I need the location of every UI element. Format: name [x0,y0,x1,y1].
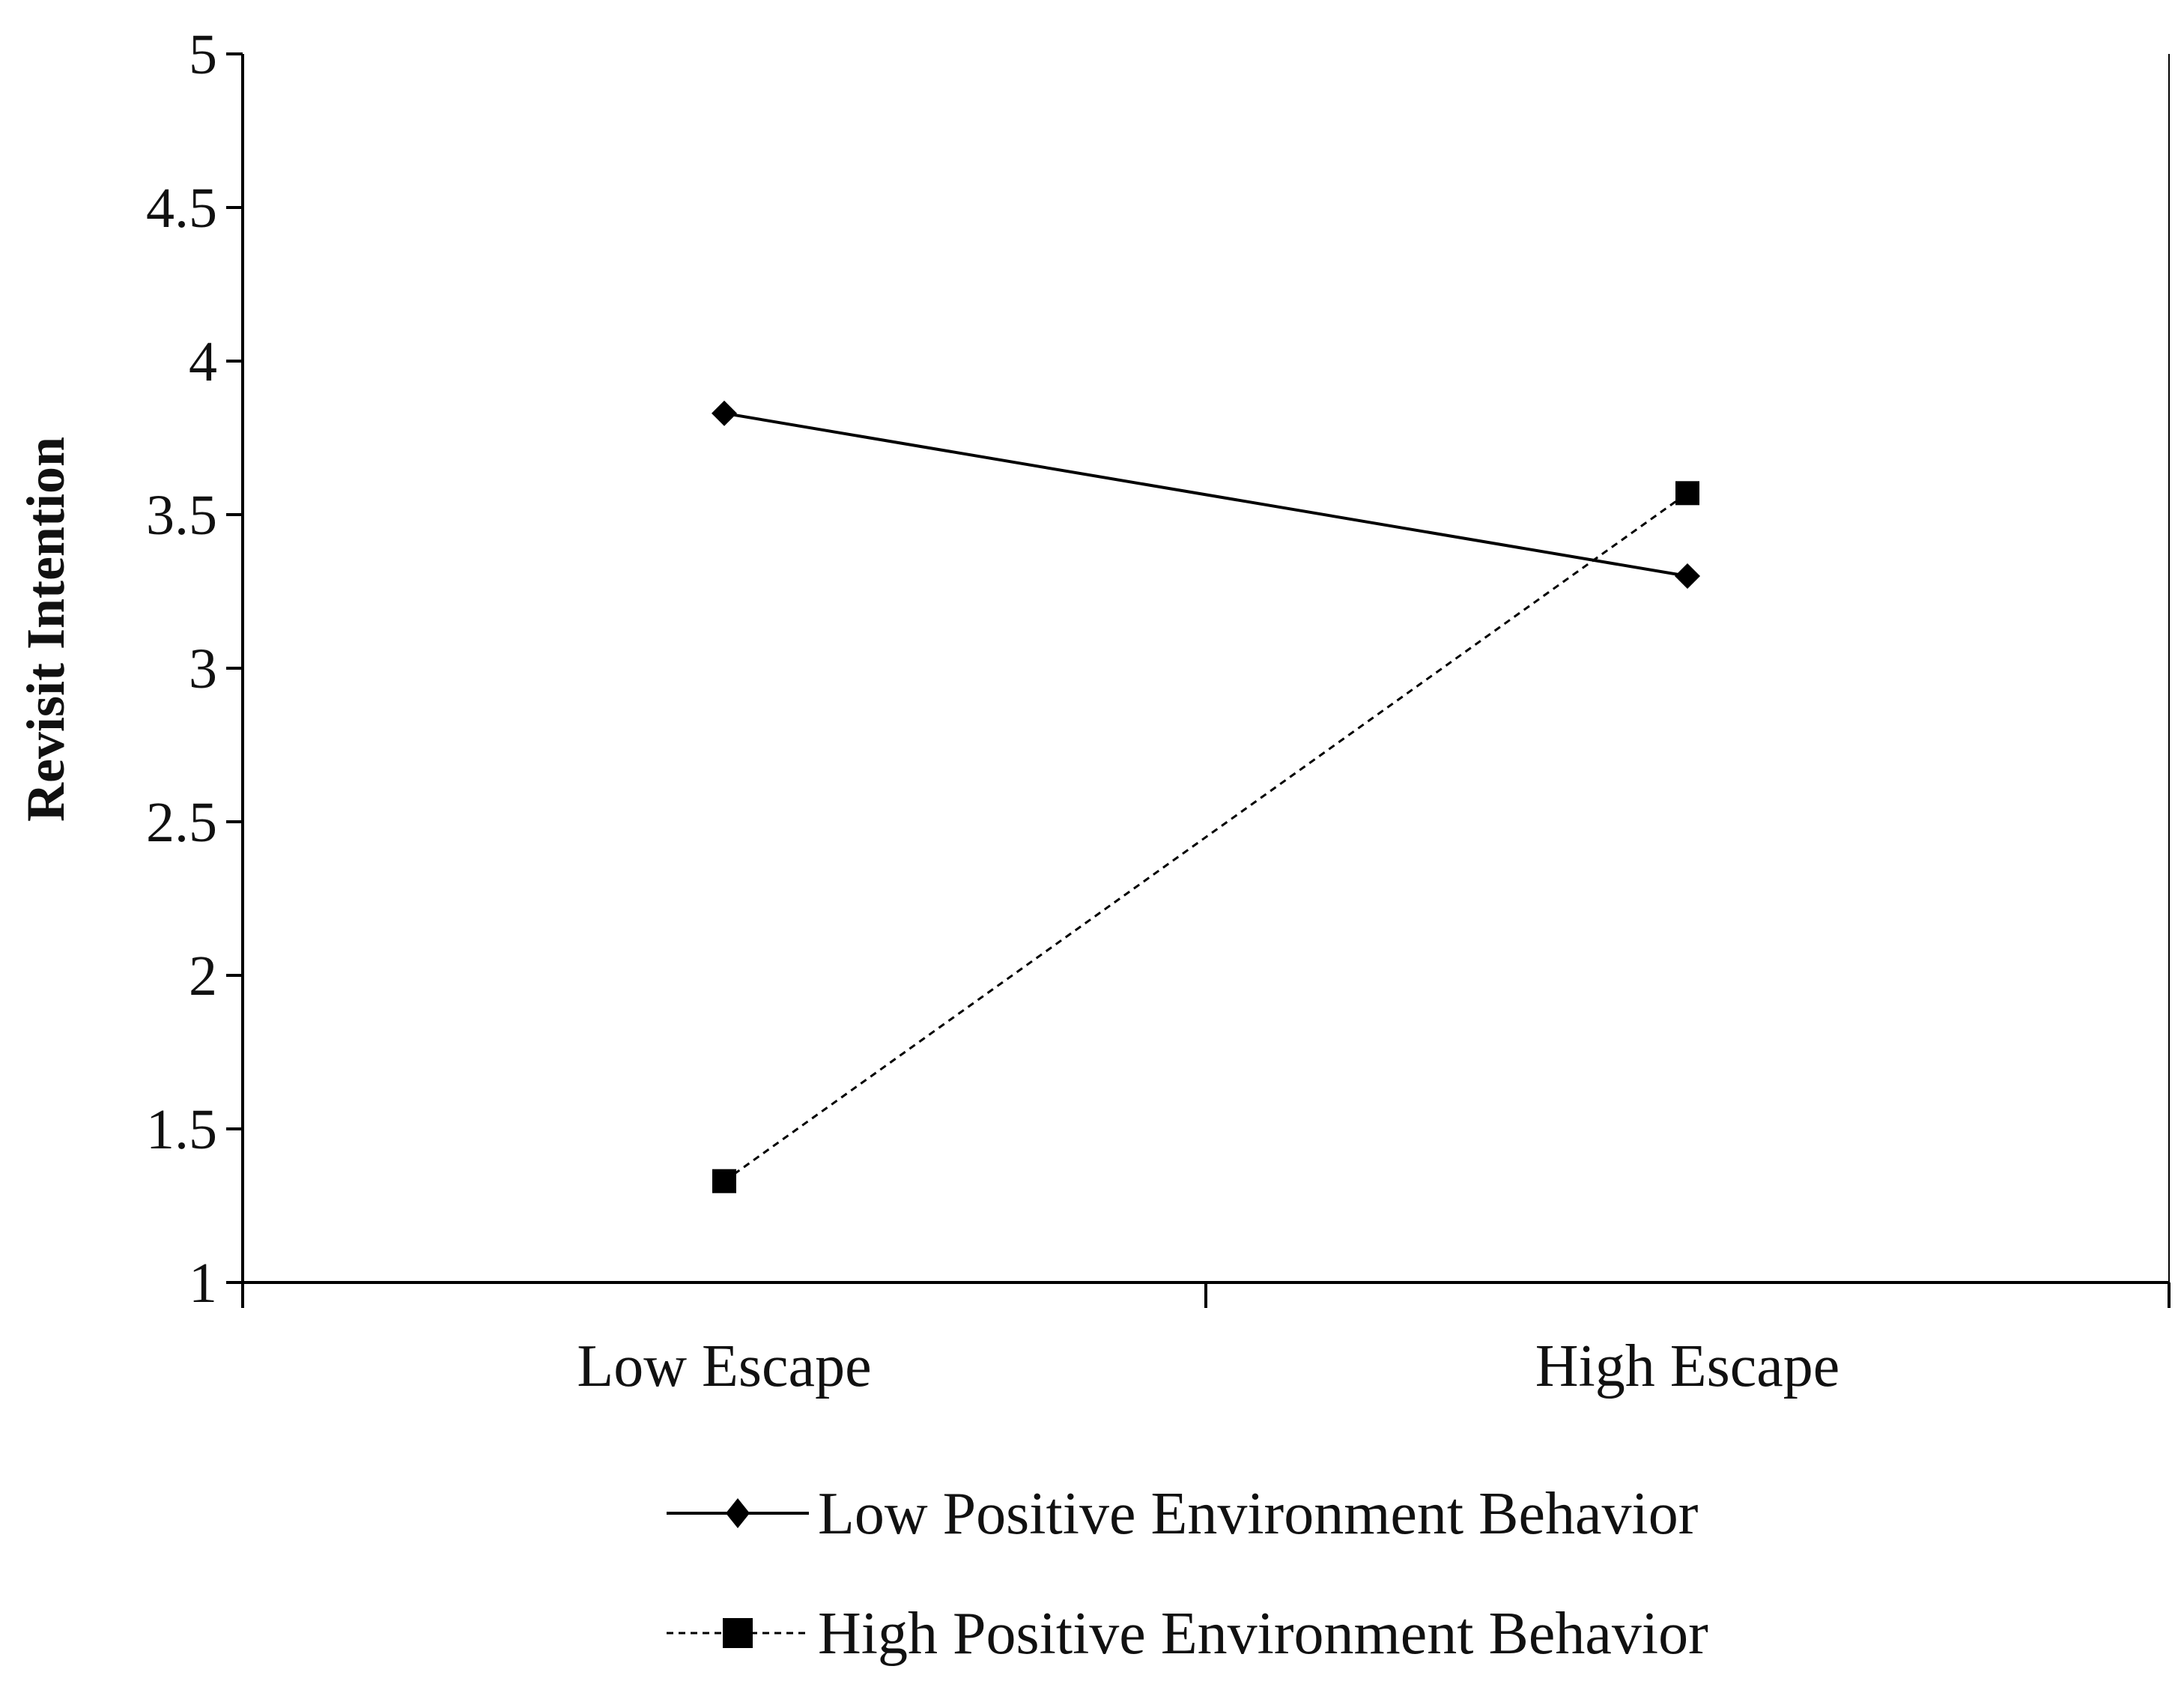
y-tick-label: 4.5 [146,177,217,240]
series-line-1 [724,492,1688,1182]
y-tick-label: 1 [189,1252,217,1315]
y-tick-label: 2 [189,945,217,1008]
legend-marker-square [723,1618,753,1648]
legend-label-low-positive: Low Positive Environment Behavior [818,1481,1698,1547]
legend-label-high-positive: High Positive Environment Behavior [818,1601,1708,1667]
y-tick-label: 3 [189,637,217,700]
data-point-square [1675,481,1699,506]
x-category-label: Low Escape [577,1333,871,1399]
x-category-label: High Escape [1535,1333,1840,1399]
series-line-0 [724,411,1688,578]
legend-marker-diamond [726,1498,750,1528]
data-point-square [712,1169,736,1193]
data-point-diamond [1675,563,1700,589]
x-tick-group: Low Escape High Escape [241,1282,2171,1399]
y-tick-label: 2.5 [146,791,217,854]
y-tick-label: 5 [189,23,217,86]
y-tick-group: 1 1.5 2 2.5 3 3.5 4 4.5 5 [146,23,243,1315]
y-axis-title: Revisit Intention [16,437,76,822]
data-point-diamond [712,400,737,426]
y-tick-label: 4 [189,330,217,393]
legend: Low Positive Environment Behavior High P… [667,1481,1708,1667]
y-tick-label: 1.5 [146,1098,217,1161]
series-layer [712,400,1700,1193]
y-tick-label: 3.5 [146,484,217,547]
